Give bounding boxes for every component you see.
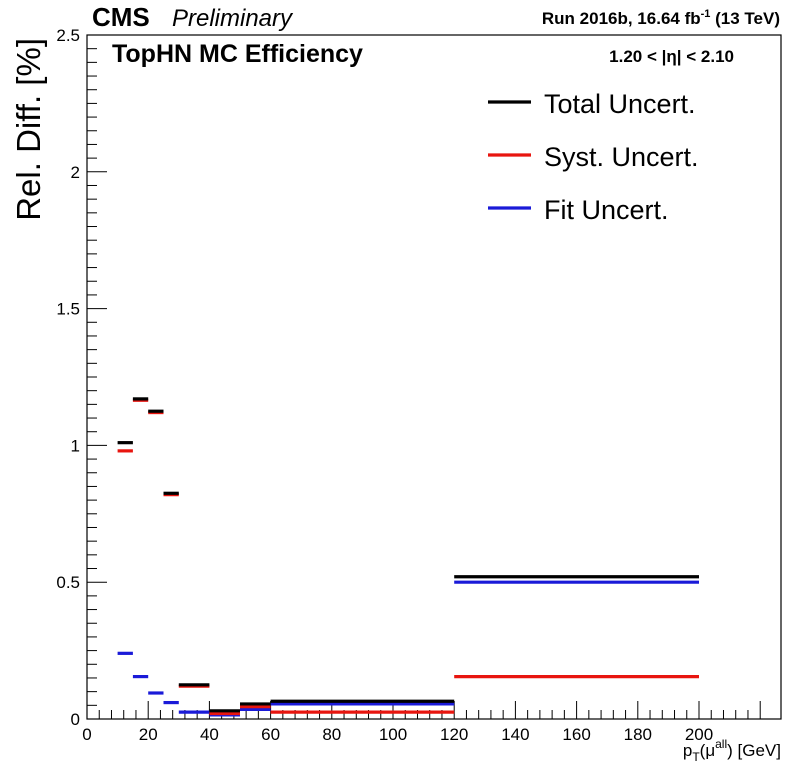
y-tick-label: 2.5 [56, 26, 80, 45]
eta-range-label: 1.20 < |η| < 2.10 [609, 47, 734, 66]
x-tick-label: 180 [624, 725, 652, 744]
x-tick-label: 160 [562, 725, 590, 744]
run-info-prefix: Run 2016b, 16.64 fb [542, 9, 701, 28]
x-tick-label: 80 [322, 725, 341, 744]
y-axis-title: Rel. Diff. [%] [10, 38, 47, 221]
x-axis-title-open: (μ [700, 741, 715, 760]
legend-label-syst: Syst. Uncert. [544, 142, 699, 172]
data-marks [117, 397, 699, 717]
x-tick-label: 100 [379, 725, 407, 744]
x-tick-label: 120 [440, 725, 468, 744]
x-axis-title: pT(μall) [GeV] [683, 737, 781, 764]
legend-label-fit: Fit Uncert. [544, 195, 669, 225]
x-axis-title-base: p [683, 741, 692, 760]
x-tick-label: 60 [261, 725, 280, 744]
cms-label: CMS [92, 2, 150, 32]
y-tick-label: 0 [71, 710, 80, 729]
axes: 0 20 40 60 80 100 120 140 160 180 200 0 0.5 1 1.5 2 2.5 [56, 26, 761, 744]
x-tick-label: 0 [82, 725, 91, 744]
preliminary-label: Preliminary [172, 5, 294, 32]
plot-title: TopHN MC Efficiency [112, 40, 363, 68]
legend: Total Uncert. Syst. Uncert. Fit Uncert. [488, 89, 699, 225]
x-tick-label: 200 [685, 725, 713, 744]
y-tick-label: 0.5 [56, 573, 80, 592]
x-axis-title-sup: all [715, 737, 727, 751]
y-tick-label: 1.5 [56, 300, 80, 319]
x-tick-label: 40 [200, 725, 219, 744]
x-tick-label: 140 [501, 725, 529, 744]
y-tick-label: 1 [71, 436, 80, 455]
x-axis-title-close: ) [GeV] [727, 741, 781, 760]
legend-label-total: Total Uncert. [544, 89, 696, 119]
run-info: Run 2016b, 16.64 fb-1 (13 TeV) [542, 8, 780, 28]
x-tick-label: 20 [139, 725, 158, 744]
run-info-superscript: -1 [701, 8, 711, 20]
x-axis-title-sub: T [692, 750, 700, 764]
run-info-suffix: (13 TeV) [710, 9, 780, 28]
plot-frame [86, 34, 782, 720]
y-tick-label: 2 [71, 163, 80, 182]
